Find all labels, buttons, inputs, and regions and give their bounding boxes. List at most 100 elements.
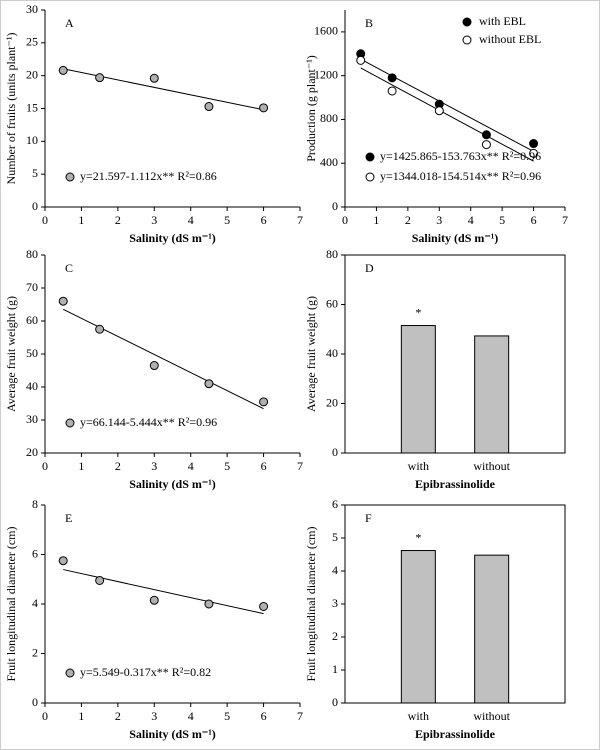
x-tick-label: 1	[78, 459, 84, 473]
y-tick-label: 30	[26, 412, 38, 426]
x-tick-label: 4	[188, 213, 194, 227]
y-tick-label: 70	[26, 280, 38, 294]
point	[204, 599, 214, 609]
point	[58, 556, 68, 566]
y-tick-label: 2	[332, 629, 338, 643]
y-tick-label: 0	[32, 199, 38, 213]
legend-marker	[462, 17, 472, 27]
x-tick-label: 6	[261, 459, 267, 473]
x-tick-label: 7	[297, 213, 303, 227]
x-tick-label: 5	[224, 213, 230, 227]
y-tick-label: 15	[26, 100, 38, 114]
x-tick-label: 7	[297, 459, 303, 473]
x-tick-label: 1	[373, 213, 379, 227]
y-axis-label: Number of fruits (units plant⁻¹)	[4, 33, 18, 185]
point	[95, 73, 105, 83]
y-tick-label: 0	[332, 199, 338, 213]
y-tick-label: 4	[32, 596, 38, 610]
x-axis-label: Salinity (dS m⁻¹)	[129, 727, 216, 741]
y-tick-label: 400	[320, 155, 338, 169]
point	[481, 140, 491, 150]
x-tick-label: 2	[115, 709, 121, 723]
y-tick-label: 30	[26, 2, 38, 16]
point	[259, 601, 269, 611]
y-tick-label: 1	[332, 662, 338, 676]
point	[204, 102, 214, 112]
y-tick-label: 25	[26, 35, 38, 49]
significance-mark: *	[415, 305, 421, 319]
x-tick-label: 3	[151, 709, 157, 723]
y-tick-label: 80	[326, 247, 338, 261]
x-tick-label: 2	[405, 213, 411, 227]
y-tick-label: 6	[32, 546, 38, 560]
x-tick-label: 0	[42, 709, 48, 723]
y-axis-label: Production (g plant⁻¹)	[304, 55, 318, 162]
y-tick-label: 20	[26, 445, 38, 459]
x-tick-label: 7	[297, 709, 303, 723]
x-axis-label: Salinity (dS m⁻¹)	[129, 231, 216, 245]
point	[259, 397, 269, 407]
y-tick-label: 80	[26, 247, 38, 261]
x-axis-label: Salinity (dS m⁻¹)	[412, 231, 499, 245]
legend-label: with EBL	[479, 14, 526, 28]
annotation-marker	[65, 668, 75, 678]
annotation: y=5.549-0.317x** R²=0.82	[80, 665, 211, 679]
point	[95, 575, 105, 585]
y-axis-label: Fruit longitudinal diameter (cm)	[4, 527, 18, 682]
legend-marker	[462, 35, 472, 45]
significance-mark: *	[415, 530, 421, 544]
y-tick-label: 40	[26, 379, 38, 393]
point	[149, 73, 159, 83]
point	[259, 103, 269, 113]
x-tick-label: 3	[151, 459, 157, 473]
trend-line	[62, 308, 264, 410]
y-tick-label: 5	[32, 166, 38, 180]
y-tick-label: 800	[320, 111, 338, 125]
bar	[474, 554, 510, 704]
y-tick-label: 20	[26, 67, 38, 81]
x-tick-label: 6	[531, 213, 537, 227]
point	[356, 55, 366, 65]
x-tick-label: 4	[188, 459, 194, 473]
y-axis-label: Average fruit weight (g)	[304, 296, 318, 412]
annotation: y=1425.865-153.763x** R²=0.96	[380, 149, 541, 163]
x-tick-label: 1	[78, 709, 84, 723]
y-tick-label: 50	[26, 346, 38, 360]
annotation: y=21.597-1.112x** R²=0.86	[80, 169, 217, 183]
x-tick-label: 7	[562, 213, 568, 227]
x-tick-label: without	[473, 459, 510, 473]
x-tick-label: with	[408, 459, 429, 473]
point	[529, 148, 539, 158]
x-tick-label: 0	[42, 459, 48, 473]
legend-label: without EBL	[479, 32, 541, 46]
y-tick-label: 3	[332, 596, 338, 610]
x-tick-label: 6	[261, 213, 267, 227]
trend-line	[360, 67, 534, 162]
annotation-marker	[65, 172, 75, 182]
point	[387, 86, 397, 96]
annotation-marker	[365, 152, 375, 162]
y-tick-label: 6	[332, 497, 338, 511]
x-tick-label: with	[408, 709, 429, 723]
x-tick-label: 3	[151, 213, 157, 227]
y-tick-label: 0	[332, 695, 338, 709]
x-tick-label: 4	[188, 709, 194, 723]
y-tick-label: 40	[326, 346, 338, 360]
y-tick-label: 5	[332, 530, 338, 544]
point	[149, 361, 159, 371]
point	[529, 139, 539, 149]
panel-label: D	[365, 261, 374, 275]
x-axis-label: Salinity (dS m⁻¹)	[129, 477, 216, 491]
bar	[400, 550, 436, 704]
annotation-marker	[365, 172, 375, 182]
x-tick-label: 4	[468, 213, 474, 227]
x-tick-label: 2	[115, 459, 121, 473]
y-tick-label: 2	[32, 645, 38, 659]
x-tick-label: 3	[436, 213, 442, 227]
x-tick-label: 2	[115, 213, 121, 227]
x-axis-label: Epibrassinolide	[415, 477, 496, 491]
point	[149, 595, 159, 605]
panel-label: C	[65, 261, 73, 275]
